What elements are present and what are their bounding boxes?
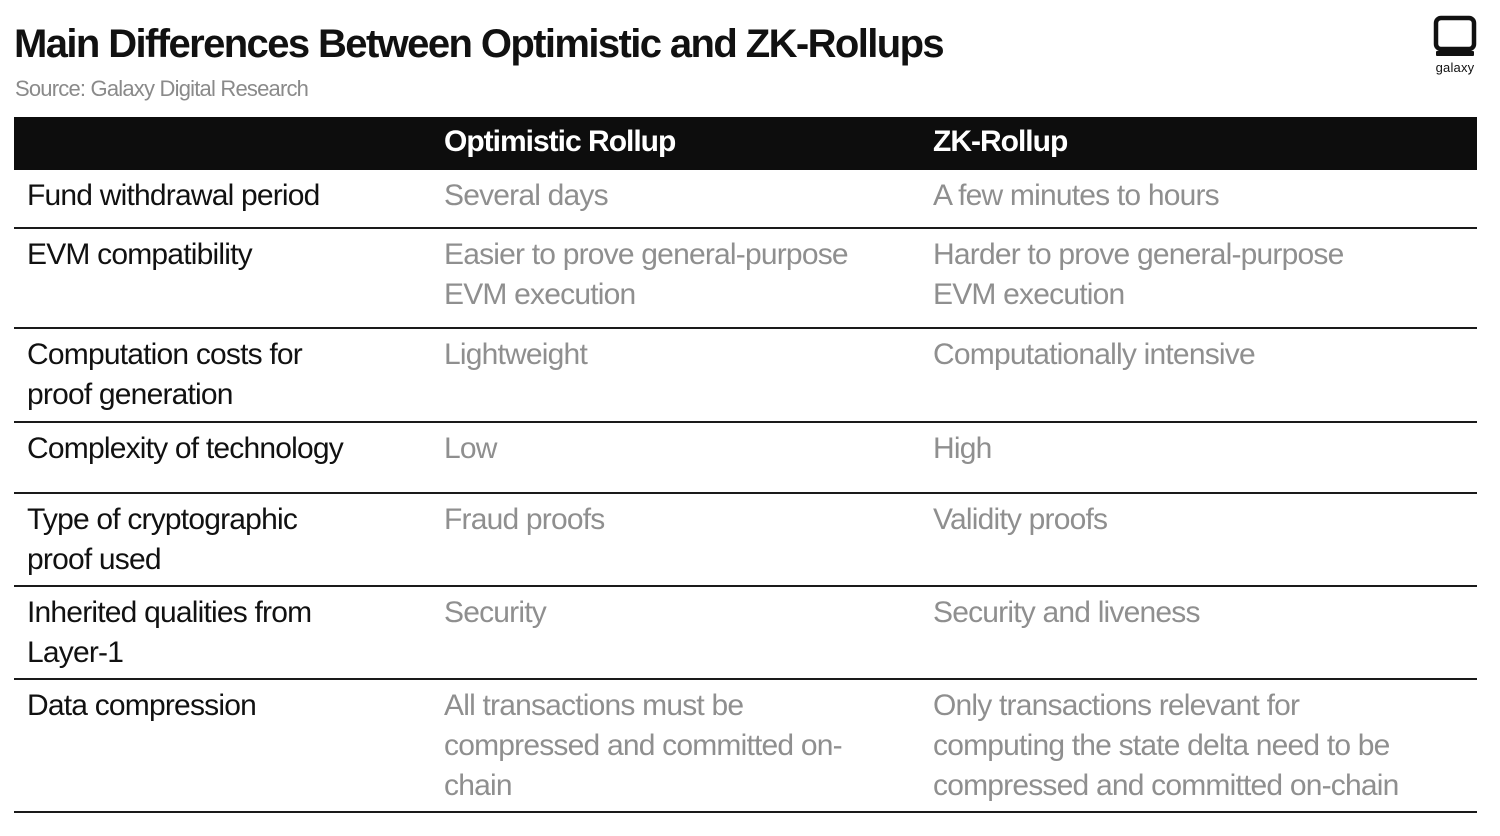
table-row: Inherited qualities from Layer-1 Securit…: [14, 587, 1477, 680]
row-label: Inherited qualities from Layer-1: [27, 596, 312, 669]
optimistic-value: Lightweight: [444, 338, 588, 371]
row-label: Computation costs for proof generation: [27, 338, 303, 411]
table-header-row: Optimistic Rollup ZK-Rollup: [14, 117, 1477, 170]
row-label: Data compression: [27, 689, 257, 722]
zk-value: Only transactions relevant for computing…: [933, 689, 1399, 802]
zk-value: A few minutes to hours: [933, 179, 1220, 212]
zk-value: Validity proofs: [933, 503, 1108, 536]
table-row: Fund withdrawal period Several days A fe…: [14, 170, 1477, 229]
table-row: EVM compatibility Easier to prove genera…: [14, 229, 1477, 329]
header-zk-rollup: ZK-Rollup: [933, 125, 1068, 158]
table-row: Data compression All transactions must b…: [14, 680, 1477, 813]
galaxy-logo-text: galaxy: [1435, 60, 1475, 75]
page-title: Main Differences Between Optimistic and …: [14, 22, 945, 66]
zk-value: Computationally intensive: [933, 338, 1256, 371]
table-row: Computation costs for proof generation L…: [14, 329, 1477, 423]
zk-value: High: [933, 432, 992, 465]
optimistic-value: Easier to prove general-purpose EVM exec…: [444, 238, 849, 311]
optimistic-value: Fraud proofs: [444, 503, 605, 536]
source-caption: Source: Galaxy Digital Research: [15, 76, 309, 101]
table-row: Complexity of technology Low High: [14, 423, 1477, 494]
table-row: Type of cryptographic proof used Fraud p…: [14, 494, 1477, 587]
row-label: Type of cryptographic proof used: [27, 503, 298, 576]
galaxy-logo: galaxy: [1428, 14, 1482, 75]
row-label: Fund withdrawal period: [27, 179, 320, 212]
comparison-table: Optimistic Rollup ZK-Rollup Fund withdra…: [14, 117, 1477, 813]
row-label: EVM compatibility: [27, 238, 253, 271]
zk-value: Harder to prove general-purpose EVM exec…: [933, 238, 1344, 311]
header-optimistic-rollup: Optimistic Rollup: [444, 125, 676, 158]
zk-value: Security and liveness: [933, 596, 1200, 629]
optimistic-value: Several days: [444, 179, 609, 212]
row-label: Complexity of technology: [27, 432, 344, 465]
optimistic-value: Security: [444, 596, 547, 629]
galaxy-logo-icon: [1433, 15, 1477, 56]
optimistic-value: All transactions must be compressed and …: [444, 689, 843, 802]
optimistic-value: Low: [444, 432, 497, 465]
